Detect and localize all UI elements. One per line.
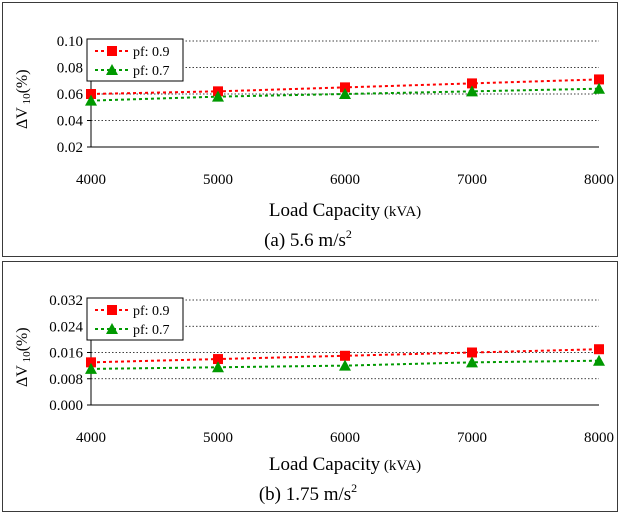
y-tick-label: 0.08 [57,61,83,77]
data-point [466,356,478,368]
data-point [466,85,478,97]
data-point [340,350,350,361]
x-tick-label: 4000 [76,430,106,446]
legend-box [86,297,184,341]
chart-caption: (b) 1.75 m/s2 [259,481,357,505]
chart-panel-b: 0.000 0.008 0.016 0.024 0.032 4000 5000 6000 700… [2,261,618,512]
series-pf-0-7 [85,82,605,106]
data-point [467,78,477,89]
legend-item: pf: 0.9 [95,304,170,319]
legend-label: pf: 0.9 [133,45,170,60]
data-point [340,82,350,93]
series-pf-0-9 [86,344,604,368]
legend-marker [106,64,118,75]
data-point [85,362,97,374]
y-tick-label: 0.04 [57,114,84,130]
x-tick-label: 4000 [76,172,106,188]
data-point [86,89,96,99]
legend-marker [107,46,117,56]
x-tick-label: 6000 [330,430,360,446]
legend: pf: 0.9 pf: 0.7 [86,297,184,341]
y-tick-label: 0.02 [57,140,83,156]
data-point [594,344,604,355]
series-pf-0-7 [85,354,605,374]
x-axis-label: Load Capacity (kVA) [269,200,421,221]
legend-label: pf: 0.7 [133,64,170,79]
chart-panel-a: 0.02 0.04 0.06 0.08 0.10 4000 5000 6000 7000 8000… [2,2,618,257]
data-point [467,347,477,358]
x-tick-label: 7000 [457,430,487,446]
x-tick-label: 5000 [203,172,233,188]
x-tick-label: 7000 [457,172,487,188]
legend-item: pf: 0.9 [95,45,170,60]
x-axis-label: Load Capacity (kVA) [269,454,421,475]
data-point [593,82,605,94]
x-tick-label: 8000 [584,430,614,446]
legend-label: pf: 0.9 [133,304,170,319]
x-tick-label: 8000 [584,172,614,188]
y-axis-label: ΔV 10(%) [14,327,33,387]
x-tick-label: 5000 [203,430,233,446]
y-tick-label: 0.016 [49,346,83,362]
legend-marker [107,305,117,315]
legend-marker [106,323,118,334]
data-point [86,357,96,368]
data-point [212,361,224,373]
legend-item: pf: 0.7 [95,64,170,79]
y-tick-label: 0.008 [49,372,83,388]
legend-label: pf: 0.7 [133,323,170,338]
y-axis-label: ΔV 10(%) [14,69,33,129]
legend-box [86,38,184,82]
y-tick-label: 0.024 [49,319,83,335]
legend: pf: 0.9 pf: 0.7 [86,38,184,82]
y-tick-label: 0.06 [57,87,84,103]
data-point [593,354,605,366]
data-point [339,88,351,99]
data-point [339,359,351,371]
y-tick-label: 0.10 [57,34,83,50]
y-tick-label: 0.032 [49,293,83,309]
data-point [213,354,223,365]
chart-b: 0.000 0.008 0.016 0.024 0.032 4000 5000 6000 700… [14,293,614,505]
chart-caption: (a) 5.6 m/s2 [264,227,352,251]
data-point [85,94,97,106]
y-tick-label: 0.000 [49,398,83,414]
data-point [212,90,224,102]
legend-item: pf: 0.7 [95,323,170,338]
data-point [594,74,604,85]
chart-a: 0.02 0.04 0.06 0.08 0.10 4000 5000 6000 7000 8000… [14,34,614,251]
x-tick-label: 6000 [330,172,360,188]
